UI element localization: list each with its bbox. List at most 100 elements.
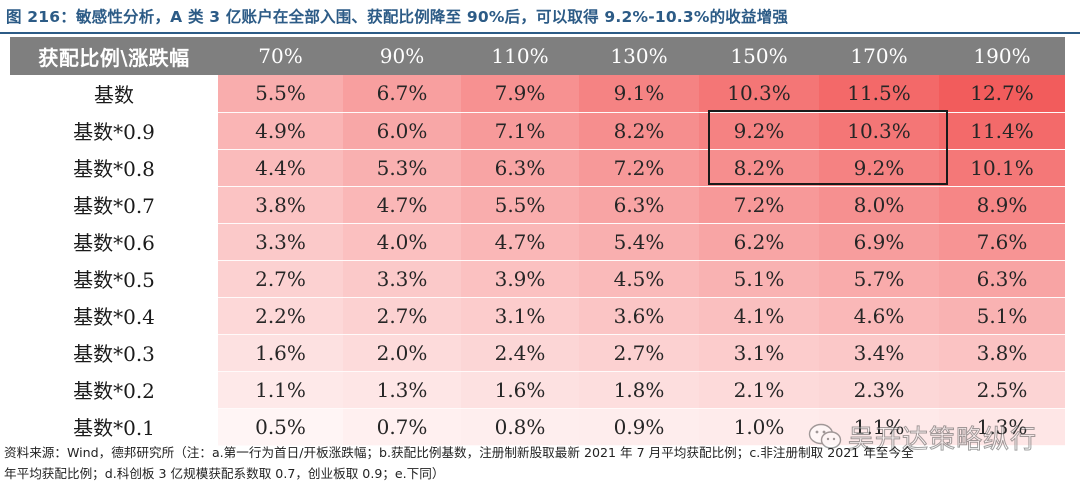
table-cell: 3.1% <box>699 334 819 372</box>
table-cell: 6.9% <box>819 223 939 261</box>
table-cell: 4.7% <box>461 223 579 261</box>
table-cell: 1.6% <box>218 334 343 372</box>
table-cell: 1.1% <box>218 371 343 409</box>
table-cell: 8.0% <box>819 186 939 224</box>
table-cell: 3.4% <box>819 334 939 372</box>
table-cell: 2.0% <box>343 334 461 372</box>
corner-label: 获配比例\涨跌幅 <box>10 37 218 75</box>
table-cell: 1.8% <box>579 371 699 409</box>
table-cell: 11.4% <box>939 112 1065 150</box>
column-header: 70% <box>218 37 343 75</box>
table-cell: 10.3% <box>819 112 939 150</box>
table-cell: 9.1% <box>579 75 699 113</box>
table-header-row: 获配比例\涨跌幅 70% 90% 110% 130% 150% 170% 190… <box>10 37 1065 75</box>
column-header: 150% <box>699 37 819 75</box>
table-row: 基数*0.7 3.8% 4.7% 5.5% 6.3% 7.2% 8.0% 8.9% <box>10 186 1065 224</box>
table-cell: 2.7% <box>218 260 343 298</box>
table-cell: 1.1% <box>819 408 939 446</box>
table-row: 基数*0.1 0.5% 0.7% 0.8% 0.9% 1.0% 1.1% 1.3% <box>10 408 1065 446</box>
table-cell: 7.2% <box>699 186 819 224</box>
table-cell: 2.4% <box>461 334 579 372</box>
table-cell: 0.5% <box>218 408 343 446</box>
row-label: 基数*0.5 <box>10 260 218 297</box>
column-header: 130% <box>579 37 699 75</box>
table-cell: 9.2% <box>699 112 819 150</box>
table-cell: 3.8% <box>939 334 1065 372</box>
table-cell: 3.6% <box>579 297 699 335</box>
table-cell: 2.2% <box>218 297 343 335</box>
row-label: 基数*0.6 <box>10 223 218 260</box>
table-cell: 11.5% <box>819 75 939 113</box>
table-cell: 5.5% <box>218 75 343 113</box>
table-cell: 6.7% <box>343 75 461 113</box>
table-cell: 6.3% <box>461 149 579 187</box>
table-row: 基数*0.2 1.1% 1.3% 1.6% 1.8% 2.1% 2.3% 2.5% <box>10 371 1065 409</box>
table-cell: 1.3% <box>939 408 1065 446</box>
table-row: 基数 5.5% 6.7% 7.9% 9.1% 10.3% 11.5% 12.7% <box>10 75 1065 113</box>
table-cell: 7.6% <box>939 223 1065 261</box>
sensitivity-table: 获配比例\涨跌幅 70% 90% 110% 130% 150% 170% 190… <box>10 37 1065 446</box>
table-row: 基数*0.5 2.7% 3.3% 3.9% 4.5% 5.1% 5.7% 6.3% <box>10 260 1065 298</box>
table-cell: 5.5% <box>461 186 579 224</box>
table-cell: 5.1% <box>699 260 819 298</box>
table-cell: 7.9% <box>461 75 579 113</box>
table-cell: 4.7% <box>343 186 461 224</box>
table-cell: 1.0% <box>699 408 819 446</box>
table-cell: 4.4% <box>218 149 343 187</box>
table-cell: 9.2% <box>819 149 939 187</box>
title-rule <box>0 32 1080 34</box>
source-line-2: 年平均获配比例；d.科创板 3 亿规模获配系数取 0.7，创业板取 0.9；e.… <box>4 466 445 481</box>
table-cell: 5.1% <box>939 297 1065 335</box>
source-line-1: 资料来源：Wind，德邦研究所（注：a.第一行为首日/开板涨跌幅；b.获配比例基… <box>4 445 914 460</box>
row-label: 基数*0.8 <box>10 149 218 186</box>
table-cell: 0.8% <box>461 408 579 446</box>
table-cell: 3.8% <box>218 186 343 224</box>
row-label: 基数*0.4 <box>10 297 218 334</box>
table-cell: 2.7% <box>343 297 461 335</box>
table-cell: 0.7% <box>343 408 461 446</box>
row-label: 基数 <box>10 75 218 112</box>
table-cell: 5.7% <box>819 260 939 298</box>
table-cell: 7.1% <box>461 112 579 150</box>
table-cell: 3.9% <box>461 260 579 298</box>
row-label: 基数*0.7 <box>10 186 218 223</box>
table-row: 基数*0.3 1.6% 2.0% 2.4% 2.7% 3.1% 3.4% 3.8% <box>10 334 1065 372</box>
table-row: 基数*0.8 4.4% 5.3% 6.3% 7.2% 8.2% 9.2% 10.1% <box>10 149 1065 187</box>
table-cell: 1.3% <box>343 371 461 409</box>
table-cell: 10.1% <box>939 149 1065 187</box>
table-cell: 10.3% <box>699 75 819 113</box>
table-row: 基数*0.4 2.2% 2.7% 3.1% 3.6% 4.1% 4.6% 5.1% <box>10 297 1065 335</box>
table-cell: 4.1% <box>699 297 819 335</box>
table-cell: 3.1% <box>461 297 579 335</box>
table-cell: 2.1% <box>699 371 819 409</box>
figure-title: 图 216：敏感性分析，A 类 3 亿账户在全部入围、获配比例降至 90%后，可… <box>6 8 789 26</box>
row-label: 基数*0.3 <box>10 334 218 371</box>
column-header: 110% <box>461 37 579 75</box>
table-row: 基数*0.9 4.9% 6.0% 7.1% 8.2% 9.2% 10.3% 11.4% <box>10 112 1065 150</box>
table-cell: 4.9% <box>218 112 343 150</box>
table-cell: 2.7% <box>579 334 699 372</box>
column-header: 90% <box>343 37 461 75</box>
table-cell: 4.6% <box>819 297 939 335</box>
table-cell: 5.3% <box>343 149 461 187</box>
table-cell: 4.0% <box>343 223 461 261</box>
table-cell: 7.2% <box>579 149 699 187</box>
table-cell: 2.3% <box>819 371 939 409</box>
table-cell: 8.9% <box>939 186 1065 224</box>
table-cell: 6.3% <box>579 186 699 224</box>
row-label: 基数*0.9 <box>10 112 218 149</box>
table-cell: 3.3% <box>343 260 461 298</box>
table-cell: 6.3% <box>939 260 1065 298</box>
table-cell: 1.6% <box>461 371 579 409</box>
column-header: 190% <box>939 37 1065 75</box>
table-cell: 4.5% <box>579 260 699 298</box>
source-note: 资料来源：Wind，德邦研究所（注：a.第一行为首日/开板涨跌幅；b.获配比例基… <box>4 442 1076 486</box>
table-row: 基数*0.6 3.3% 4.0% 4.7% 5.4% 6.2% 6.9% 7.6% <box>10 223 1065 261</box>
row-label: 基数*0.2 <box>10 371 218 408</box>
table-cell: 5.4% <box>579 223 699 261</box>
table-cell: 3.3% <box>218 223 343 261</box>
table-cell: 12.7% <box>939 75 1065 113</box>
table-cell: 0.9% <box>579 408 699 446</box>
table-cell: 8.2% <box>699 149 819 187</box>
table-cell: 6.0% <box>343 112 461 150</box>
